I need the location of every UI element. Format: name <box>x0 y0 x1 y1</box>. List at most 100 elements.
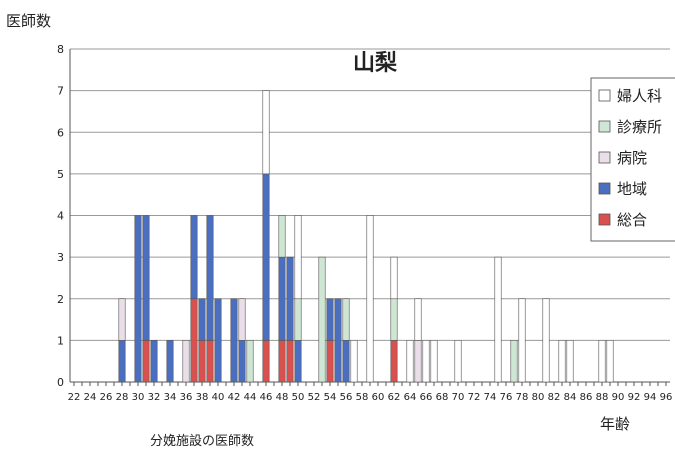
bar-総合 <box>286 340 294 383</box>
bar-診療所 <box>510 340 518 383</box>
bar-地域 <box>206 215 214 341</box>
bar-診療所 <box>294 298 302 341</box>
bar-地域 <box>134 215 142 383</box>
bar-地域 <box>238 340 246 383</box>
bar-診療所 <box>318 256 326 383</box>
bar-婦人科 <box>606 340 614 383</box>
bar-婦人科 <box>542 298 550 383</box>
bar-診療所 <box>246 340 254 383</box>
bar-地域 <box>262 173 270 341</box>
legend-label: 病院 <box>617 149 647 167</box>
bar-診療所 <box>278 215 286 258</box>
bar-病院 <box>238 298 246 341</box>
bar-診療所 <box>342 298 350 341</box>
bar-総合 <box>206 340 214 383</box>
bar-総合 <box>390 340 398 383</box>
x-tick-label: 36 <box>180 392 193 403</box>
x-tick-label: 64 <box>404 392 417 403</box>
bar-地域 <box>278 256 286 341</box>
x-tick-label: 60 <box>372 392 385 403</box>
bar-婦人科 <box>598 340 606 383</box>
x-tick-label: 70 <box>452 392 465 403</box>
legend-swatch <box>598 151 611 164</box>
x-tick-label: 38 <box>196 392 209 403</box>
x-tick-label: 62 <box>388 392 401 403</box>
x-tick-label: 66 <box>420 392 433 403</box>
x-tick-label: 84 <box>564 392 577 403</box>
x-tick-label: 86 <box>580 392 593 403</box>
x-tick-label: 32 <box>148 392 161 403</box>
x-tick-label: 94 <box>644 392 657 403</box>
bar-地域 <box>150 340 158 383</box>
x-tick-label: 44 <box>244 392 257 403</box>
x-tick-label: 34 <box>164 392 177 403</box>
x-tick-label: 78 <box>516 392 529 403</box>
x-tick-label: 48 <box>276 392 289 403</box>
legend-label: 地域 <box>617 180 647 198</box>
bar-病院 <box>118 298 126 341</box>
bar-病院 <box>414 340 422 383</box>
x-tick-label: 68 <box>436 392 449 403</box>
bar-総合 <box>278 340 286 383</box>
bar-総合 <box>326 340 334 383</box>
x-tick-label: 90 <box>612 392 625 403</box>
x-tick-label: 92 <box>628 392 641 403</box>
bar-婦人科 <box>294 215 302 300</box>
bar-婦人科 <box>558 340 566 383</box>
bar-婦人科 <box>406 340 414 383</box>
y-tick-label: 2 <box>57 293 64 306</box>
x-tick-label: 46 <box>260 392 273 403</box>
bar-地域 <box>326 298 334 341</box>
x-axis-label: 年齢 <box>600 415 631 433</box>
x-tick-label: 42 <box>228 392 241 403</box>
legend-label: 婦人科 <box>617 87 662 105</box>
x-tick-label: 28 <box>116 392 129 403</box>
y-tick-label: 1 <box>57 334 64 347</box>
bar-地域 <box>214 298 222 383</box>
bar-婦人科 <box>454 340 462 383</box>
x-tick-label: 24 <box>84 392 97 403</box>
x-tick-label: 96 <box>660 392 673 403</box>
x-tick-label: 26 <box>100 392 113 403</box>
bar-地域 <box>334 298 342 383</box>
y-tick-label: 8 <box>57 43 64 56</box>
legend-swatch <box>598 213 611 226</box>
x-tick-label: 54 <box>324 392 337 403</box>
bar-地域 <box>118 340 126 383</box>
bar-総合 <box>198 340 206 383</box>
y-tick-label: 7 <box>57 85 64 98</box>
bar-総合 <box>190 298 198 383</box>
bar-総合 <box>142 340 150 383</box>
x-tick-label: 58 <box>356 392 369 403</box>
bar-婦人科 <box>494 256 502 383</box>
legend-label: 診療所 <box>617 118 662 136</box>
legend-swatch <box>598 89 611 102</box>
x-tick-label: 52 <box>308 392 321 403</box>
x-tick-label: 74 <box>484 392 497 403</box>
y-tick-label: 3 <box>57 251 64 264</box>
x-tick-label: 76 <box>500 392 513 403</box>
legend-label: 総合 <box>617 211 647 229</box>
bar-地域 <box>142 215 150 341</box>
chart-title: 山梨 <box>353 51 397 76</box>
bar-地域 <box>342 340 350 383</box>
x-tick-label: 88 <box>596 392 609 403</box>
y-tick-label: 5 <box>57 168 64 181</box>
bar-地域 <box>190 215 198 300</box>
x-tick-label: 40 <box>212 392 225 403</box>
bar-婦人科 <box>430 340 438 383</box>
bar-婦人科 <box>390 256 398 300</box>
legend-swatch <box>598 120 611 133</box>
bar-地域 <box>294 340 302 383</box>
x-tick-label: 82 <box>548 392 561 403</box>
bar-地域 <box>230 298 238 383</box>
bar-総合 <box>262 340 270 383</box>
bar-婦人科 <box>262 90 270 175</box>
bar-婦人科 <box>366 215 374 383</box>
bar-婦人科 <box>350 340 358 383</box>
bar-婦人科 <box>414 298 422 341</box>
y-tick-label: 6 <box>57 126 64 139</box>
bar-婦人科 <box>422 340 430 383</box>
x-tick-label: 22 <box>68 392 81 403</box>
